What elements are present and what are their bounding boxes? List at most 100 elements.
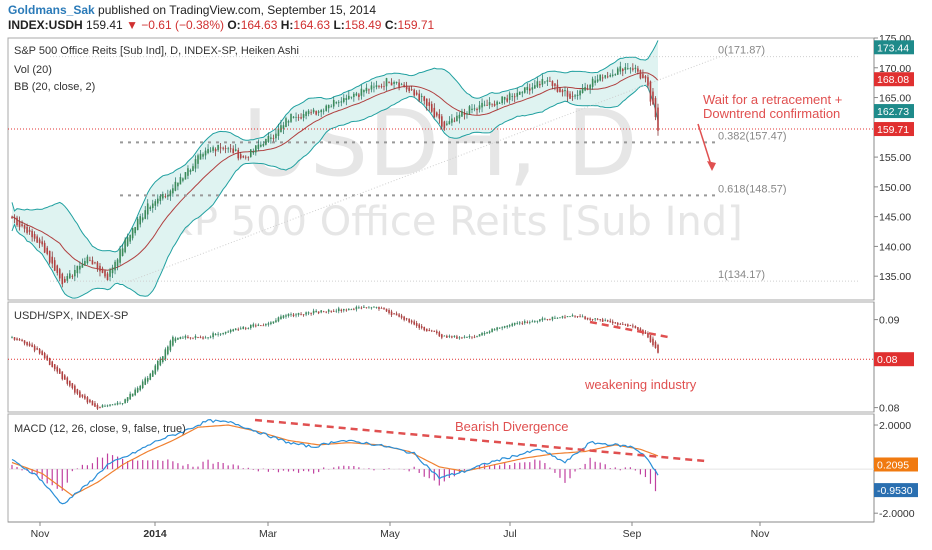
ratio-candle xyxy=(300,313,302,315)
ratio-candle xyxy=(601,319,604,322)
annotation-arrow-head xyxy=(707,161,716,171)
price-candle xyxy=(28,229,31,232)
low-value: 158.49 xyxy=(344,18,382,32)
price-candle xyxy=(355,93,358,96)
ratio-candle xyxy=(280,316,282,320)
price-candle xyxy=(179,177,182,185)
price-candle xyxy=(393,82,395,84)
price-candle xyxy=(526,86,529,91)
ratio-candle xyxy=(438,332,441,337)
price-candle xyxy=(508,93,511,100)
price-candle xyxy=(521,92,524,94)
ratio-candle xyxy=(182,337,184,339)
ratio-candle xyxy=(202,337,204,339)
ratio-candle xyxy=(111,404,114,406)
price-candle xyxy=(106,273,109,281)
ratio-candle xyxy=(398,314,400,317)
price-candle xyxy=(353,93,355,98)
ratio-candle xyxy=(481,333,483,336)
price-candle xyxy=(496,101,498,105)
price-candle xyxy=(619,66,622,72)
price-candle xyxy=(451,118,453,123)
price-candle xyxy=(408,87,410,92)
ratio-candle xyxy=(16,338,18,340)
macd-axis-label: -2.0000 xyxy=(879,508,915,520)
ratio-candle xyxy=(493,329,496,331)
price-candle xyxy=(546,80,549,82)
price-candle xyxy=(453,120,456,122)
ratio-candle xyxy=(388,310,390,314)
price-tag xyxy=(874,122,914,137)
ratio-candle xyxy=(639,328,642,332)
ratio-candle xyxy=(295,314,297,316)
price-candle xyxy=(146,203,149,215)
price-candle xyxy=(611,74,614,76)
ratio-candle xyxy=(174,338,177,342)
price-candle xyxy=(342,98,345,102)
ratio-candle xyxy=(549,319,551,321)
ratio-candle xyxy=(149,373,152,380)
ratio-candle xyxy=(523,321,526,324)
price-axis-label: 150.00 xyxy=(879,182,911,194)
ratio-candle xyxy=(436,331,438,334)
price-candle xyxy=(534,85,536,89)
ratio-candle xyxy=(355,306,358,310)
ratio-candle xyxy=(561,316,564,318)
price-candle xyxy=(23,225,26,229)
price-candle xyxy=(360,88,363,96)
price-candle xyxy=(632,68,634,70)
price-candle xyxy=(197,155,199,164)
price-candle xyxy=(511,96,514,97)
macd-panel-title: MACD (12, 26, close, 9, false, true) xyxy=(14,423,186,435)
price-candle xyxy=(380,86,383,88)
price-candle xyxy=(149,207,152,209)
price-candle xyxy=(26,226,28,233)
ratio-candle xyxy=(634,326,637,329)
price-candle xyxy=(456,115,458,122)
price-candle xyxy=(481,102,483,108)
price-candle xyxy=(368,89,370,91)
price-candle xyxy=(224,148,227,150)
ratio-candle xyxy=(69,380,71,386)
ratio-candle xyxy=(260,325,262,327)
author-link[interactable]: Goldmans_Sak xyxy=(8,3,95,17)
bollinger-fill xyxy=(12,40,658,299)
price-candle xyxy=(280,125,282,133)
price-candle xyxy=(58,269,61,279)
annotation-line-2: Downtrend confirmation xyxy=(703,106,840,121)
ratio-candle xyxy=(177,337,179,340)
price-candle xyxy=(539,84,541,86)
ratio-candle xyxy=(370,307,373,309)
open-value: 164.63 xyxy=(240,18,278,32)
price-candle xyxy=(544,81,546,83)
ratio-candle xyxy=(632,325,634,327)
ratio-candle xyxy=(48,357,51,365)
ratio-candle xyxy=(483,332,486,335)
fib-level-label: 1(134.17) xyxy=(718,269,765,281)
price-candle xyxy=(121,248,124,256)
ratio-candle xyxy=(526,322,529,323)
price-candle xyxy=(373,86,375,88)
price-candle xyxy=(66,276,69,281)
price-candle xyxy=(478,105,481,110)
price-candle xyxy=(466,113,468,115)
ratio-candle xyxy=(471,336,473,338)
price-candle xyxy=(395,81,398,83)
ratio-candle xyxy=(332,311,335,313)
price-candle xyxy=(244,156,247,158)
ratio-candle xyxy=(554,317,556,319)
price-candle xyxy=(315,111,317,115)
price-tag-label: 162.73 xyxy=(877,106,909,118)
last-price: 159.41 xyxy=(86,18,123,32)
ratio-candle xyxy=(129,393,131,400)
price-candle xyxy=(493,103,496,106)
ratio-candle xyxy=(66,377,69,384)
price-candle xyxy=(317,111,320,113)
price-candle xyxy=(96,262,99,270)
ratio-candle xyxy=(569,316,571,318)
ratio-candle xyxy=(61,371,64,380)
ratio-candle xyxy=(84,395,86,399)
ratio-candle xyxy=(564,316,566,318)
price-candle xyxy=(606,76,609,78)
